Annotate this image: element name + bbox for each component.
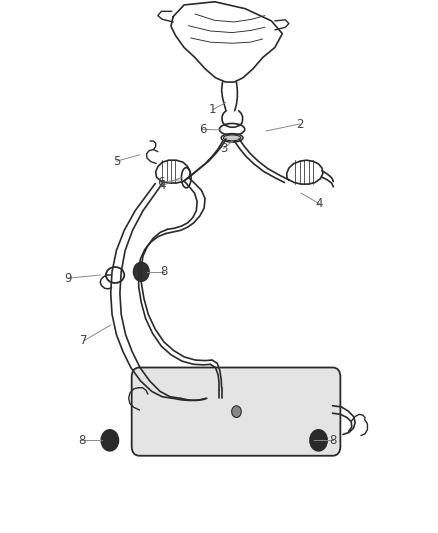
Text: 6: 6 [158,176,165,189]
Text: 3: 3 [220,142,227,155]
Text: 5: 5 [113,155,120,168]
Text: 4: 4 [159,179,166,192]
Circle shape [134,262,149,281]
Circle shape [310,430,327,451]
Text: 6: 6 [199,123,206,136]
Text: 1: 1 [208,103,216,116]
Text: 8: 8 [161,265,168,278]
Text: 8: 8 [78,434,85,447]
Text: 2: 2 [296,118,304,131]
Circle shape [232,406,241,417]
Circle shape [101,430,119,451]
Text: 9: 9 [65,272,72,285]
FancyBboxPatch shape [132,368,340,456]
Text: 4: 4 [316,197,323,211]
Text: 7: 7 [80,334,88,348]
Text: 8: 8 [329,434,336,447]
Ellipse shape [223,135,241,141]
